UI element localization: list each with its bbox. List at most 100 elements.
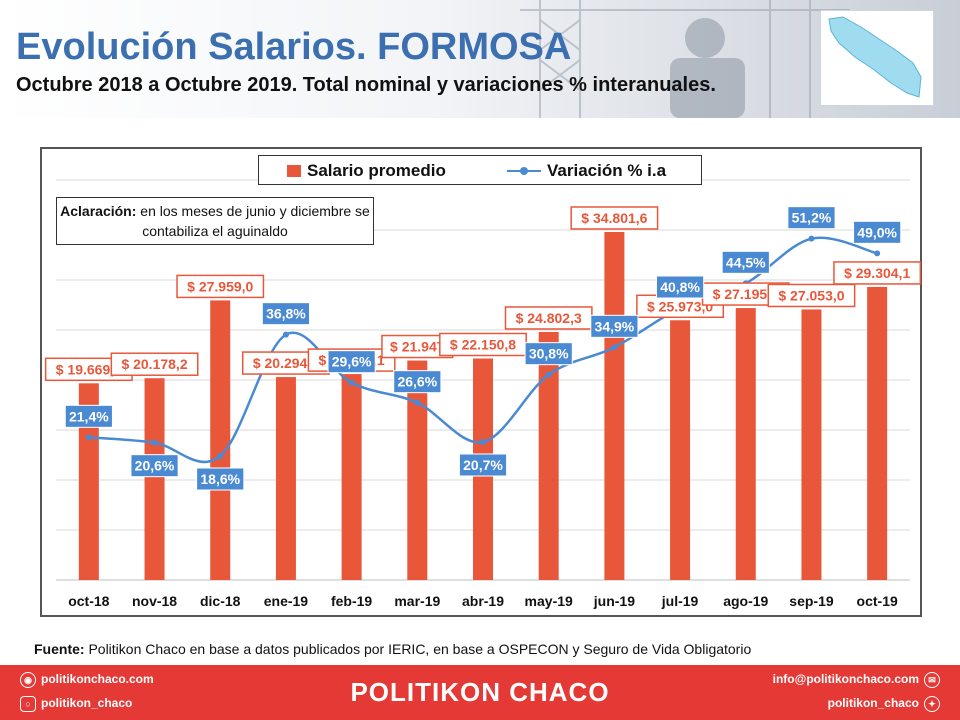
line-label-box <box>261 302 311 326</box>
line-data-label: 36,8% <box>266 306 306 322</box>
legend-item-salario: Salario promedio <box>307 161 446 180</box>
line-data-label: 40,8% <box>660 279 700 295</box>
bar-data-label: $ 27.195,1 <box>713 286 779 302</box>
line-data-label: 20,6% <box>135 458 175 474</box>
footer-email[interactable]: info@politikonchaco.com ✉ <box>773 672 940 688</box>
line-data-label: 49,0% <box>857 224 897 240</box>
line-label-box <box>721 250 770 274</box>
bar <box>604 231 625 580</box>
twitter-icon: ✦ <box>924 696 940 712</box>
x-tick-label: sep-19 <box>789 593 834 609</box>
chart-legend: Salario promedio Variación % i.a <box>258 155 702 185</box>
bar-data-label: $ 22.150,8 <box>450 336 516 352</box>
line-point <box>85 434 92 441</box>
page-subtitle: Octubre 2018 a Octubre 2019. Total nomin… <box>16 74 716 96</box>
line-label-box <box>787 206 836 230</box>
bar-data-label: $ 20.294,4 <box>253 355 319 371</box>
line-point <box>151 439 158 446</box>
bar <box>538 331 559 580</box>
line-point <box>874 250 881 257</box>
line-label-box <box>524 342 573 366</box>
line-data-label: 51,2% <box>792 210 832 226</box>
note-text: en los meses de junio y diciembre se con… <box>136 203 370 239</box>
x-tick-label: dic-18 <box>200 593 241 609</box>
x-tick-label: nov-18 <box>132 593 177 609</box>
line-label-box <box>853 220 902 244</box>
x-tick-label: feb-19 <box>331 593 372 609</box>
bar-label-box <box>176 274 265 299</box>
bar <box>670 320 691 580</box>
footer-web-text: politikonchaco.com <box>41 672 154 687</box>
line-label-box <box>64 404 113 428</box>
bar-data-label: $ 20.178,2 <box>121 356 187 372</box>
x-tick-label: oct-19 <box>857 593 898 609</box>
bar <box>210 300 231 580</box>
note-label: Aclaración: <box>60 203 137 219</box>
line-data-label: 26,6% <box>397 374 437 390</box>
footer-web[interactable]: ◉ politikonchaco.com <box>20 672 154 688</box>
bar-data-label: $ 27.053,0 <box>778 287 844 303</box>
x-tick-label: jul-19 <box>661 593 699 609</box>
x-tick-label: ago-19 <box>723 593 768 609</box>
line-data-label: 21,4% <box>69 408 109 424</box>
bar-label-box <box>110 352 199 376</box>
source-text: Fuente: Politikon Chaco en base a datos … <box>34 641 751 657</box>
line-label-box <box>655 275 705 299</box>
line-point <box>348 379 355 386</box>
header-banner: Evolución Salarios. FORMOSA Octubre 2018… <box>0 0 960 118</box>
footer-email-text: info@politikonchaco.com <box>772 672 919 687</box>
footer-instagram[interactable]: ○ politikon_chaco <box>20 696 132 712</box>
bar <box>735 308 756 580</box>
line-data-label: 44,5% <box>726 254 766 270</box>
bar-data-label: $ 29.304,1 <box>844 265 910 281</box>
line-point <box>282 331 289 338</box>
x-tick-label: jun-19 <box>593 593 635 609</box>
bar <box>78 383 99 580</box>
bar <box>341 374 362 580</box>
bar <box>275 377 296 580</box>
legend-bar-swatch <box>287 165 301 177</box>
bar <box>407 360 428 580</box>
line-data-label: 30,8% <box>529 346 569 362</box>
source-detail: Politikon Chaco en base a datos publicad… <box>84 641 752 657</box>
bar-label-box <box>570 206 659 230</box>
line-data-label: 29,6% <box>332 354 372 370</box>
bar-data-label: $ 21.947 <box>390 339 445 355</box>
legend-item-variacion: Variación % i.a <box>547 161 667 180</box>
x-tick-label: ene-19 <box>264 593 309 609</box>
bar <box>801 309 822 580</box>
note-box: Aclaración: en los meses de junio y dici… <box>56 197 374 245</box>
x-tick-label: mar-19 <box>394 593 440 609</box>
bar <box>867 286 888 580</box>
footer-twitter[interactable]: politikon_chaco ✦ <box>828 696 940 712</box>
line-data-label: 20,7% <box>463 457 503 473</box>
instagram-icon: ○ <box>20 696 36 712</box>
bar-data-label: $ 34.801,6 <box>581 210 647 226</box>
bar-data-label: $ 25.973,0 <box>647 298 713 314</box>
footer-instagram-text: politikon_chaco <box>41 696 133 711</box>
line-point <box>545 371 552 378</box>
footer-bar: ◉ politikonchaco.com ○ politikon_chaco POL… <box>0 665 960 720</box>
line-point <box>217 453 224 459</box>
line-label-box <box>327 350 376 374</box>
bar <box>144 378 165 580</box>
line-label-box <box>590 314 639 338</box>
footer-brand: POLITIKON CHACO <box>350 677 610 707</box>
line-point <box>808 235 815 242</box>
line-data-label: 18,6% <box>200 471 240 487</box>
source-label: Fuente: <box>34 641 85 657</box>
construction-background-image <box>520 0 850 118</box>
line-point <box>414 399 421 406</box>
line-label-box <box>393 370 442 394</box>
line-label-box <box>196 467 245 491</box>
line-label-box <box>130 454 179 478</box>
bar-label-box <box>833 261 922 285</box>
bar-data-label: $ 19.669,5 <box>56 361 122 377</box>
page-title: Evolución Salarios. FORMOSA <box>16 26 572 68</box>
bar-label-box <box>767 283 856 308</box>
x-tick-label: oct-18 <box>68 593 109 609</box>
line-data-label: 34,9% <box>595 318 635 334</box>
footer-twitter-text: politikon_chaco <box>827 696 919 711</box>
globe-icon: ◉ <box>20 672 36 688</box>
